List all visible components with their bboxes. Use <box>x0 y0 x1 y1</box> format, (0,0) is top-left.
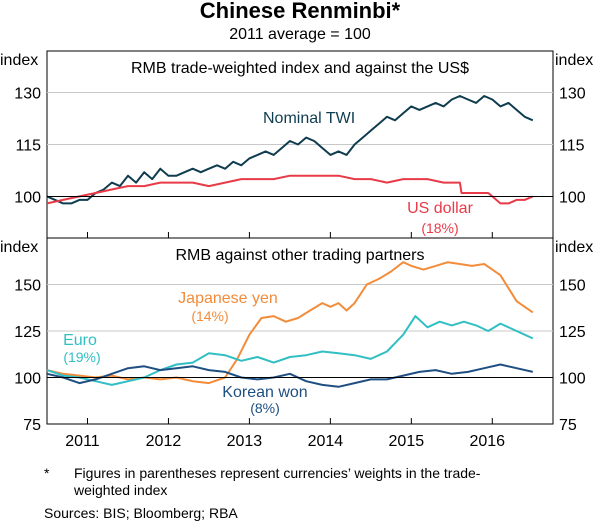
bottom-ytick-right: 100 <box>559 371 586 388</box>
bottom-ytick-left: 100 <box>14 371 41 388</box>
top-ytick-left: 100 <box>14 189 41 206</box>
label-nominal-twi: Nominal TWI <box>263 110 355 127</box>
label-japanese-yen-weight: (14%) <box>191 308 228 324</box>
label-us-dollar-weight: (18%) <box>421 220 458 236</box>
bottom-ytick-left: 125 <box>14 324 41 341</box>
series-line-japanese-yen <box>46 261 534 385</box>
series-line-korean-won <box>46 363 534 388</box>
top-ytick-right: 130 <box>559 86 586 103</box>
label-euro: Euro <box>63 332 97 349</box>
series-line-us-dollar <box>46 174 534 205</box>
bottom-ytick-right: 150 <box>559 278 586 295</box>
x-tick-label: 2015 <box>389 433 425 450</box>
label-euro-weight: (19%) <box>63 349 100 365</box>
label-korean-won-weight: (8%) <box>250 400 280 416</box>
bottom-panel-title: RMB against other trading partners <box>175 247 424 264</box>
top-ytick-left: 130 <box>14 86 41 103</box>
footnote-text: Figures in parentheses represent currenc… <box>74 465 481 498</box>
top-ytick-right: 100 <box>559 189 586 206</box>
bottom-ytick-right: 125 <box>559 324 586 341</box>
top-ylabel-right: index <box>555 52 593 69</box>
series-line-nominal-twi <box>46 95 534 205</box>
bottom-ytick-left: 150 <box>14 278 41 295</box>
x-tick-label: 2016 <box>469 433 505 450</box>
top-panel-title: RMB trade-weighted index and against the… <box>131 60 469 77</box>
x-tick-label: 2011 <box>65 433 100 450</box>
x-tick-label: 2012 <box>146 433 182 450</box>
label-japanese-yen: Japanese yen <box>178 290 278 307</box>
top-ytick-left: 115 <box>15 138 41 155</box>
top-ytick-right: 115 <box>559 138 585 155</box>
series-line-euro <box>46 315 534 386</box>
chart-subtitle: 2011 average = 100 <box>229 26 371 43</box>
bottom-ytick-right: 75 <box>559 417 577 434</box>
top-ylabel-left: index <box>0 52 38 69</box>
bottom-ylabel-left: index <box>0 239 38 256</box>
label-us-dollar: US dollar <box>407 200 473 217</box>
x-tick-label: 2013 <box>227 433 263 450</box>
label-korean-won: Korean won <box>222 384 307 401</box>
footnote-marker: * <box>44 465 50 481</box>
chart-title: Chinese Renminbi* <box>199 0 401 23</box>
x-tick-label: 2014 <box>308 433 344 450</box>
sources-note: Sources: BIS; Bloomberg; RBA <box>44 505 238 521</box>
bottom-ytick-left: 75 <box>23 417 41 434</box>
bottom-ylabel-right: index <box>555 239 593 256</box>
